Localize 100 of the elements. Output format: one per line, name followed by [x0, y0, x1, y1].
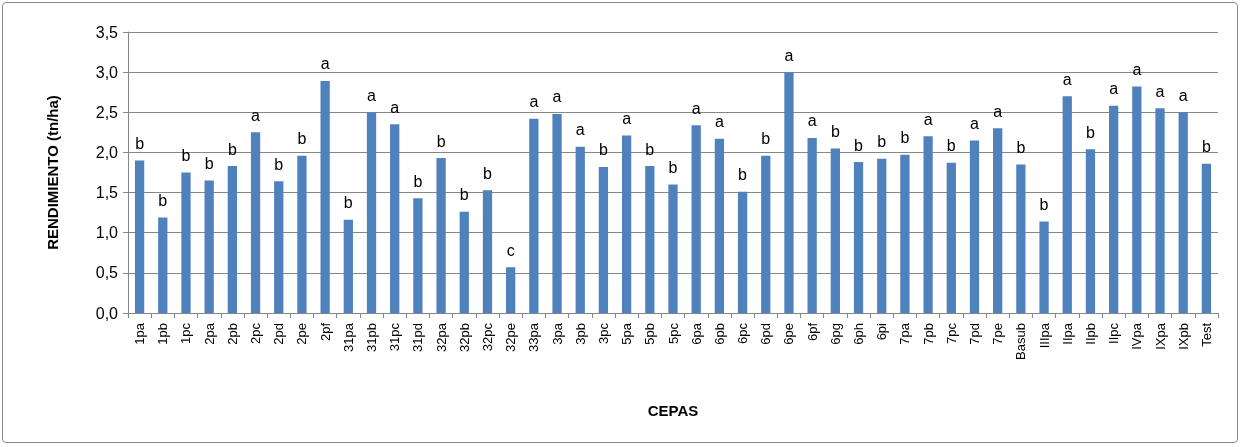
data-label: c	[506, 241, 515, 259]
data-label: b	[158, 191, 168, 209]
x-tick-label: 6pb	[711, 323, 727, 345]
x-tick-label: 1pa	[132, 322, 148, 345]
x-tick-label: Test	[1198, 322, 1214, 347]
y-tick-label: 0,5	[95, 264, 119, 282]
bar	[598, 166, 609, 313]
data-label: b	[459, 186, 469, 204]
x-tick-label: 31pa	[340, 322, 356, 352]
bar	[204, 180, 214, 313]
bar	[227, 166, 237, 313]
data-label: b	[761, 130, 771, 148]
bar	[993, 128, 1003, 313]
bar	[737, 191, 748, 313]
bar	[529, 118, 539, 313]
x-tick-label: 5pc	[665, 322, 681, 344]
data-label: a	[251, 106, 261, 124]
x-axis-title: CEPAS	[647, 402, 699, 419]
x-tick-label: 1pc	[178, 322, 194, 344]
x-tick-label: 7pb	[920, 323, 936, 345]
bar	[343, 219, 353, 313]
bar	[250, 132, 261, 313]
bar	[969, 140, 980, 313]
data-label: a	[1155, 82, 1165, 100]
bar	[575, 146, 585, 313]
x-tick-label: 31pc	[387, 322, 403, 352]
y-tick-label: 3,5	[95, 23, 119, 41]
bar	[621, 135, 632, 313]
x-tick-label: 32pa	[433, 322, 449, 352]
data-label: a	[784, 46, 794, 64]
bar	[1039, 221, 1049, 313]
x-tick-label: IXpb	[1175, 323, 1191, 350]
data-label: a	[923, 110, 933, 128]
data-label: a	[529, 93, 539, 111]
x-tick-label: 2pd	[271, 323, 287, 345]
x-tick-label: IIIpa	[1036, 322, 1052, 349]
data-label: b	[135, 134, 145, 152]
data-label: a	[575, 121, 585, 139]
data-label: b	[598, 141, 608, 159]
x-tick-label: 32pb	[456, 323, 472, 352]
bar	[645, 166, 655, 313]
bar	[482, 190, 493, 313]
x-tick-label: IIpb	[1082, 323, 1098, 345]
data-label: a	[1062, 70, 1072, 88]
data-label: b	[181, 147, 191, 164]
bar	[1178, 112, 1188, 313]
bar	[1155, 108, 1165, 313]
y-tick-label: 3,0	[95, 63, 119, 81]
data-label: b	[645, 140, 655, 158]
data-label: a	[320, 55, 330, 73]
bar	[691, 125, 701, 313]
x-tick-label: Basub	[1013, 323, 1029, 360]
x-tick-label: 7pa	[897, 322, 913, 345]
data-label: b	[274, 155, 284, 173]
data-label: b	[436, 132, 446, 150]
x-tick-label: 6pi	[874, 322, 890, 341]
data-label: b	[877, 133, 887, 151]
data-label: b	[297, 130, 307, 148]
data-label: b	[738, 166, 748, 184]
x-tick-label: 2pb	[224, 323, 240, 345]
x-tick-label: 5pb	[642, 323, 658, 345]
x-tick-label: 6pe	[781, 323, 797, 345]
data-label: b	[1016, 138, 1026, 156]
x-tick-label: 1pb	[155, 323, 171, 345]
x-tick-label: 6pa	[688, 322, 704, 345]
x-tick-label: 6pf	[804, 322, 820, 342]
bar	[320, 80, 330, 313]
bar	[1085, 149, 1096, 313]
data-label: b	[413, 172, 423, 190]
x-tick-label: 3pc	[595, 322, 611, 344]
bar	[1201, 163, 1212, 313]
bar	[946, 162, 956, 313]
x-tick-label: 2pc	[248, 322, 264, 344]
data-label: a	[1178, 86, 1188, 104]
bar	[274, 181, 284, 313]
bar	[761, 155, 771, 313]
y-tick-label: 1,5	[95, 184, 119, 202]
bar	[459, 211, 469, 313]
data-label: b	[227, 140, 237, 158]
bar	[1132, 86, 1142, 313]
x-tick-label: 32pc	[479, 322, 495, 352]
data-label: b	[1085, 123, 1095, 141]
bar	[877, 158, 887, 313]
x-tick-label: IIpa	[1059, 322, 1075, 345]
data-label: a	[1109, 80, 1119, 98]
bar	[923, 136, 933, 313]
data-label: b	[854, 136, 864, 154]
data-label: b	[1201, 138, 1211, 156]
bar	[366, 112, 377, 313]
data-label: a	[552, 88, 562, 106]
y-axis-title: RENDIMIENTO (tn/ha)	[44, 95, 61, 250]
data-label: b	[483, 164, 493, 182]
data-label: a	[367, 86, 377, 104]
x-tick-label: 7pd	[966, 323, 982, 345]
x-tick-label: 7pe	[990, 323, 1006, 345]
x-tick-label: 31pb	[364, 323, 380, 352]
data-label: a	[993, 102, 1003, 120]
bar	[784, 72, 794, 313]
bar	[900, 154, 910, 313]
bar	[830, 148, 840, 313]
